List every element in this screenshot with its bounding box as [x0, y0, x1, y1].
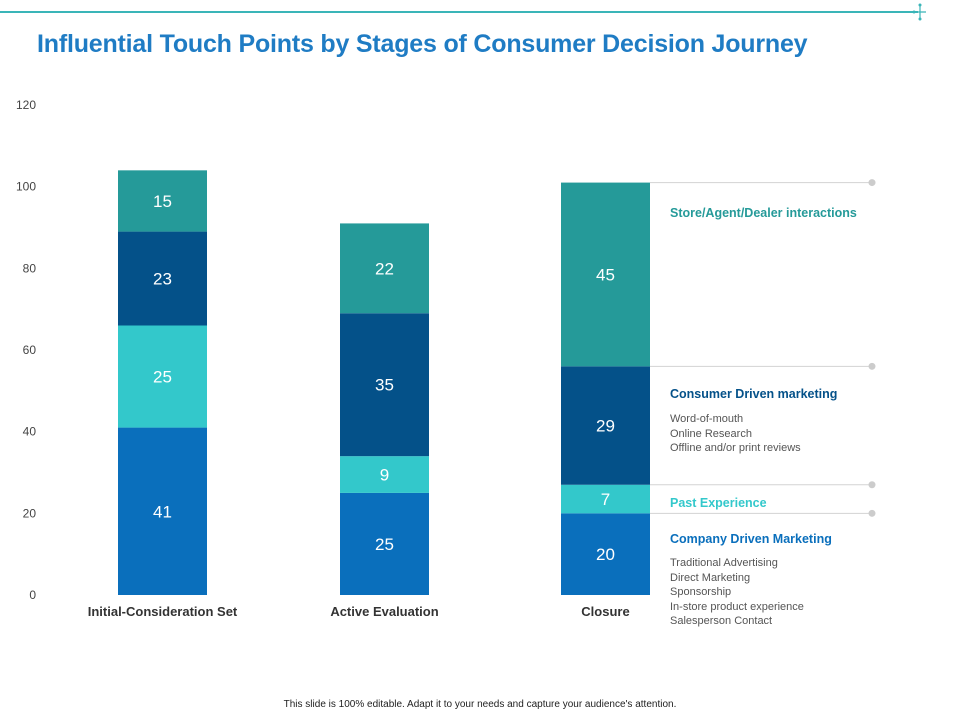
page-title: Influential Touch Points by Stages of Co… [37, 30, 808, 58]
legend-title-past: Past Experience [670, 496, 767, 510]
data-label: 45 [596, 265, 615, 284]
bar-segment [340, 223, 429, 314]
legend-title-consumer: Consumer Driven marketing [670, 387, 838, 401]
data-label: 22 [375, 259, 394, 278]
y-tick-label: 80 [23, 261, 37, 275]
legend-detail-item: In-store product experience [670, 600, 804, 613]
bar-segment [340, 492, 429, 595]
bar-segment [118, 231, 207, 326]
data-label: 25 [153, 368, 172, 387]
data-label: 9 [380, 466, 389, 485]
y-tick-label: 100 [16, 180, 36, 194]
data-label: 35 [375, 376, 394, 395]
data-label: 20 [596, 545, 615, 564]
legend-detail-item: Salesperson Contact [670, 615, 773, 627]
legend-leader-dot [868, 362, 876, 370]
legend-title-store: Store/Agent/Dealer interactions [670, 206, 857, 220]
data-label: 29 [596, 417, 615, 436]
legend-detail-item: Offline and/or print reviews [670, 442, 801, 454]
legend-details-consumer: Word-of-mouth Online Research Offline an… [670, 412, 801, 456]
legend-leader-dot [868, 509, 876, 517]
legend-detail-item: Word-of-mouth [670, 413, 744, 425]
y-tick-label: 120 [16, 98, 36, 112]
legend-detail-item: Online Research [670, 427, 752, 440]
connector-icon [912, 3, 926, 21]
data-label: 41 [153, 502, 172, 521]
data-label: 25 [375, 535, 394, 554]
x-tick-label: Closure [581, 604, 629, 619]
bar-segment [118, 170, 207, 232]
y-tick-label: 0 [29, 588, 36, 602]
x-tick-label: Active Evaluation [330, 604, 438, 619]
bar-segment [118, 325, 207, 428]
legend-details-company: Traditional Advertising Direct Marketing… [670, 556, 804, 629]
y-tick-label: 20 [23, 506, 37, 520]
data-label: 15 [153, 192, 172, 211]
legend-detail-item: Traditional Advertising [670, 557, 778, 569]
y-tick-label: 40 [23, 425, 37, 439]
bar-segment [340, 313, 429, 457]
data-label: 23 [153, 270, 172, 289]
bar-segment [561, 484, 650, 514]
bar-segment [561, 513, 650, 595]
bar-segment [561, 366, 650, 485]
legend-leader-dot [868, 481, 876, 489]
bar-segment [340, 456, 429, 493]
legend-leader-dot [868, 179, 876, 187]
x-tick-label: Initial-Consideration Set [88, 604, 238, 619]
legend-detail-item: Sponsorship [670, 586, 732, 598]
top-accent-line [0, 11, 918, 13]
legend-detail-item: Direct Marketing [670, 571, 751, 584]
bar-segment [118, 427, 207, 595]
data-label: 7 [601, 490, 610, 509]
legend-title-company: Company Driven Marketing [670, 532, 832, 546]
footer-note: This slide is 100% editable. Adapt it to… [283, 699, 677, 710]
bar-segment [561, 182, 650, 367]
y-tick-label: 60 [23, 343, 37, 357]
